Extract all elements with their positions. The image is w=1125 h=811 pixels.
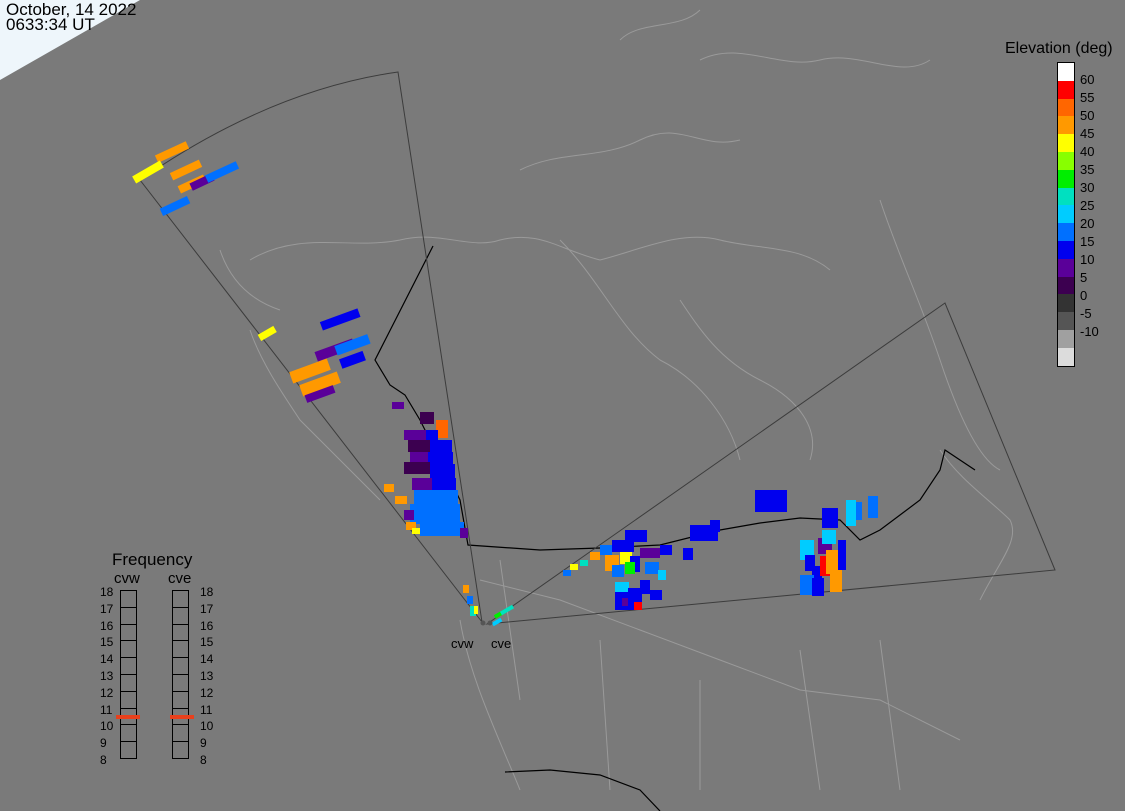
frequency-scale-left: 10 [100, 719, 114, 734]
elevation-label: 20 [1080, 216, 1095, 231]
elevation-swatch [1058, 169, 1074, 188]
elevation-label: 15 [1080, 234, 1095, 249]
coastlines [219, 9, 1014, 791]
elevation-label: 5 [1080, 270, 1088, 285]
frequency-cell [120, 741, 137, 759]
frequency-title: Frequency [112, 550, 193, 569]
elevation-swatch [1058, 276, 1074, 295]
frequency-scale-left: 13 [100, 669, 114, 683]
frequency-scale-right: 18 [200, 585, 214, 599]
site-label-cvw: cvw [451, 636, 474, 651]
elevation-swatch [1058, 223, 1074, 241]
frequency-scale-left: 15 [100, 635, 114, 650]
elevation-label: 30 [1080, 180, 1095, 195]
site-label-cve: cve [491, 636, 512, 651]
cvw-site-marker [480, 620, 486, 626]
frequency-scale-left: 9 [100, 736, 107, 751]
frequency-column-cvw [120, 590, 137, 759]
frequency-scale-right: 13 [200, 669, 214, 683]
frequency-label-cve: cve [168, 570, 192, 587]
frequency-scale-right: 17 [200, 601, 214, 616]
elevation-label: 35 [1080, 162, 1095, 177]
elevation-swatch [1058, 240, 1074, 259]
elevation-swatch [1058, 294, 1074, 313]
elevation-legend-title: Elevation (deg) [1005, 40, 1113, 57]
elevation-swatch [1058, 116, 1074, 135]
frequency-cell [120, 724, 137, 742]
elevation-label: 50 [1080, 108, 1095, 123]
header-date: October, 14 2022 [6, 0, 137, 19]
elevation-swatch [1058, 80, 1074, 99]
elevation-label: 10 [1080, 252, 1095, 267]
elevation-label: 45 [1080, 126, 1095, 141]
frequency-cell [120, 606, 137, 624]
frequency-scale-left: 12 [100, 685, 114, 700]
frequency-cell [172, 606, 189, 624]
elevation-swatch [1058, 98, 1074, 117]
elevation-label: 40 [1080, 144, 1095, 159]
frequency-scale-left: 8 [100, 753, 107, 767]
elevation-swatch [1058, 187, 1074, 206]
radar-sites [480, 620, 493, 626]
frequency-scale-left: 16 [100, 618, 114, 633]
frequency-cell [172, 690, 189, 708]
frequency-scale-right: 8 [200, 753, 207, 767]
frequency-scale-left: 17 [100, 601, 114, 616]
elevation-label: -10 [1080, 324, 1099, 339]
elevation-swatch [1058, 329, 1074, 348]
frequency-scale-right: 10 [200, 719, 214, 734]
cve-site-marker [487, 620, 493, 626]
elevation-label: 60 [1080, 72, 1095, 87]
elevation-swatch [1058, 312, 1074, 330]
frequency-cell [120, 657, 137, 674]
frequency-scale-right: 14 [200, 652, 214, 667]
frequency-cell [120, 590, 137, 607]
frequency-cell [172, 590, 189, 607]
elevation-swatch [1058, 134, 1074, 152]
cve-echoes [491, 490, 878, 627]
frequency-marker-cve [170, 715, 194, 719]
elevation-swatch [1058, 258, 1074, 277]
frequency-scale-right: 16 [200, 618, 214, 633]
frequency-marker-cvw [116, 715, 140, 719]
frequency-scale-left: 18 [100, 585, 114, 599]
header-time: 0633:34 UT [6, 15, 95, 34]
elevation-swatch [1058, 205, 1074, 224]
frequency-cell [120, 640, 137, 658]
frequency-cell [172, 623, 189, 641]
frequency-cell [172, 657, 189, 674]
elevation-label: 55 [1080, 90, 1095, 105]
frequency-cell [172, 640, 189, 658]
frequency-cell [172, 673, 189, 691]
radar-fov [139, 71, 1056, 625]
elevation-swatch [1058, 151, 1074, 170]
cvw-echoes [132, 141, 478, 616]
elevation-colorbar [1057, 62, 1075, 367]
frequency-scale-right: 9 [200, 736, 207, 751]
frequency-column-cve [172, 590, 189, 759]
frequency-label-cvw: cvw [114, 570, 140, 587]
frequency-cell [120, 623, 137, 641]
elevation-label: -5 [1080, 306, 1092, 321]
elevation-swatch [1058, 63, 1074, 81]
frequency-scale-right: 15 [200, 635, 214, 650]
frequency-scale-left: 14 [100, 652, 114, 667]
frequency-cell [120, 690, 137, 708]
frequency-scale-right: 11 [200, 702, 213, 717]
frequency-scale-left: 11 [100, 702, 113, 717]
frequency-cell [172, 724, 189, 742]
elevation-swatch [1058, 347, 1074, 366]
frequency-scale-right: 12 [200, 685, 214, 700]
frequency-cell [120, 673, 137, 691]
daylight-region [0, 0, 140, 80]
elevation-label: 0 [1080, 288, 1088, 303]
elevation-label: 25 [1080, 198, 1095, 213]
frequency-cell [172, 741, 189, 759]
